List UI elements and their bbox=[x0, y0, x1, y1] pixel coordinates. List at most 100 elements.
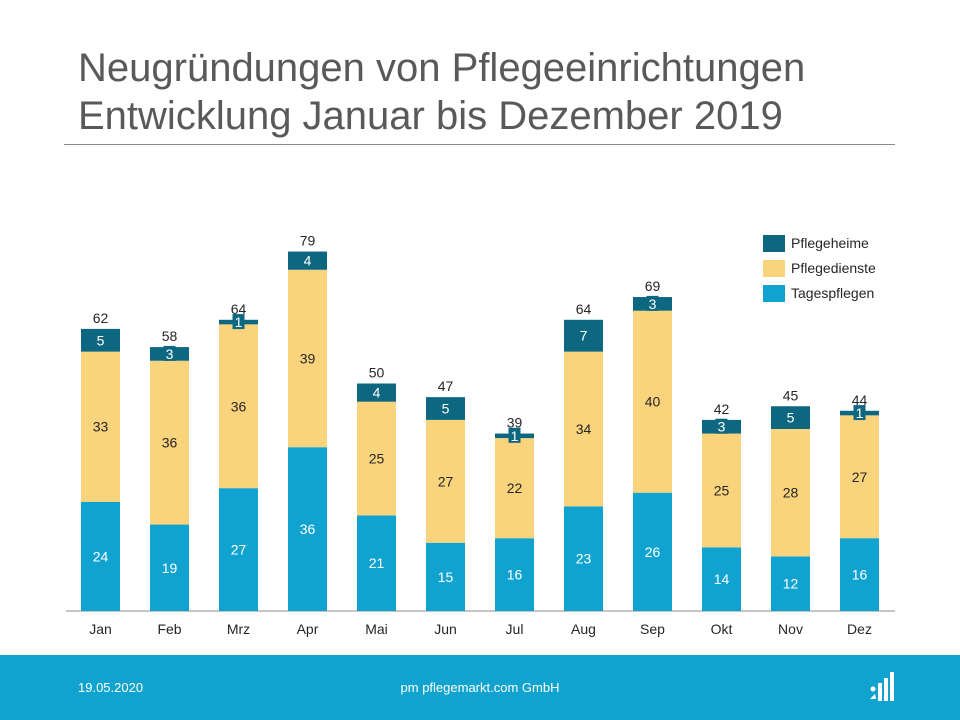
legend-label-pflegedienste: Pflegedienste bbox=[791, 260, 876, 276]
total-label-mai: 50 bbox=[369, 365, 385, 381]
stacked-bar-chart: 2433562Jan1936358Feb2736164Mrz3639479Apr… bbox=[66, 233, 895, 637]
bar-segment-pflegedienste-nov bbox=[771, 429, 810, 557]
total-label-nov: 45 bbox=[783, 387, 799, 403]
x-tick-label-nov: Nov bbox=[778, 621, 803, 637]
data-label-pflegedienste-jun: 27 bbox=[438, 473, 454, 489]
bar-segment-tagespflegen-nov bbox=[771, 556, 810, 611]
legend-swatch-pflegeheime bbox=[763, 235, 785, 252]
chart-title: Neugründungen von Pflegeeinrichtungen En… bbox=[78, 44, 805, 140]
total-label-sep: 69 bbox=[645, 278, 661, 294]
x-tick-label-apr: Apr bbox=[297, 621, 319, 637]
bar-segment-tagespflegen-mai bbox=[357, 515, 396, 611]
data-label-pflegedienste-jan: 33 bbox=[93, 419, 109, 435]
x-tick-label-jun: Jun bbox=[434, 621, 457, 637]
bar-segment-tagespflegen-okt bbox=[702, 547, 741, 611]
data-label-pflegedienste-mai: 25 bbox=[369, 451, 385, 467]
bar-segment-pflegedienste-mai bbox=[357, 401, 396, 516]
bar-segment-pflegedienste-apr bbox=[288, 269, 327, 448]
bar-segment-pflegeheime-apr bbox=[288, 251, 327, 270]
data-label-pflegeheime-jul: 1 bbox=[511, 428, 519, 444]
bar-segment-pflegeheime-aug bbox=[564, 319, 603, 352]
data-label-tagespflegen-jul: 16 bbox=[507, 567, 523, 583]
bar-segment-pflegedienste-feb bbox=[150, 360, 189, 525]
data-label-pflegeheime-mai: 4 bbox=[373, 385, 381, 401]
legend-label-tagespflegen: Tagespflegen bbox=[791, 285, 874, 301]
x-tick-label-sep: Sep bbox=[640, 621, 665, 637]
bar-segment-tagespflegen-apr bbox=[288, 447, 327, 611]
total-label-apr: 79 bbox=[300, 233, 316, 249]
title-line-2: Entwicklung Januar bis Dezember 2019 bbox=[78, 94, 783, 138]
total-label-jan: 62 bbox=[93, 310, 109, 326]
data-label-tagespflegen-okt: 14 bbox=[714, 571, 730, 587]
footer-bar: 19.05.2020 pm pflegemarkt.com GmbH bbox=[0, 655, 960, 720]
legend-swatch-pflegedienste bbox=[763, 260, 785, 277]
bar-segment-pflegedienste-aug bbox=[564, 351, 603, 507]
x-tick-label-dez: Dez bbox=[847, 621, 872, 637]
data-label-tagespflegen-aug: 23 bbox=[576, 551, 592, 567]
data-label-box-feb bbox=[163, 345, 176, 361]
bar-segment-pflegedienste-jun bbox=[426, 419, 465, 543]
data-label-tagespflegen-sep: 26 bbox=[645, 544, 661, 560]
data-label-tagespflegen-nov: 12 bbox=[783, 576, 799, 592]
legend-label-pflegeheime: Pflegeheime bbox=[791, 235, 869, 251]
total-label-okt: 42 bbox=[714, 401, 730, 417]
bar-segment-tagespflegen-jul bbox=[495, 538, 534, 611]
data-label-pflegeheime-apr: 4 bbox=[304, 253, 312, 269]
bar-segment-pflegeheime-jan bbox=[81, 328, 120, 352]
total-label-jun: 47 bbox=[438, 378, 454, 394]
data-label-pflegedienste-dez: 27 bbox=[852, 469, 868, 485]
bar-segment-pflegedienste-okt bbox=[702, 433, 741, 548]
data-label-pflegeheime-sep: 3 bbox=[649, 296, 657, 312]
bar-segment-pflegeheime-mai bbox=[357, 383, 396, 402]
bar-segment-pflegeheime-nov bbox=[771, 406, 810, 429]
title-divider bbox=[64, 144, 895, 145]
bar-segment-tagespflegen-aug bbox=[564, 506, 603, 611]
bar-segment-tagespflegen-jan bbox=[81, 501, 120, 611]
data-label-tagespflegen-mrz: 27 bbox=[231, 542, 247, 558]
data-label-pflegedienste-mrz: 36 bbox=[231, 398, 247, 414]
bar-segment-pflegedienste-jul bbox=[495, 438, 534, 539]
data-label-box-sep bbox=[646, 295, 659, 311]
data-label-tagespflegen-jan: 24 bbox=[93, 548, 109, 564]
data-label-pflegeheime-feb: 3 bbox=[166, 346, 174, 362]
data-label-pflegedienste-jul: 22 bbox=[507, 480, 523, 496]
data-label-tagespflegen-jun: 15 bbox=[438, 569, 454, 585]
x-tick-label-mai: Mai bbox=[365, 621, 388, 637]
data-label-box-mrz bbox=[232, 314, 245, 330]
x-tick-label-jan: Jan bbox=[89, 621, 112, 637]
footer-company: pm pflegemarkt.com GmbH bbox=[400, 680, 560, 695]
total-label-mrz: 64 bbox=[231, 301, 247, 317]
total-label-dez: 44 bbox=[852, 392, 868, 408]
x-tick-label-jul: Jul bbox=[506, 621, 524, 637]
data-label-pflegeheime-aug: 7 bbox=[580, 328, 588, 344]
data-label-pflegedienste-apr: 39 bbox=[300, 350, 316, 366]
x-tick-label-mrz: Mrz bbox=[227, 621, 250, 637]
data-label-pflegeheime-jun: 5 bbox=[442, 401, 450, 417]
data-label-box-dez bbox=[853, 405, 866, 421]
bar-segment-pflegedienste-mrz bbox=[219, 324, 258, 489]
pflegemarkt-logo-icon bbox=[870, 672, 894, 701]
total-label-jul: 39 bbox=[507, 415, 523, 431]
legend-swatch-tagespflegen bbox=[763, 285, 785, 302]
data-label-pflegeheime-okt: 3 bbox=[718, 419, 726, 435]
footer-date: 19.05.2020 bbox=[78, 680, 144, 695]
total-label-aug: 64 bbox=[576, 301, 592, 317]
total-label-feb: 58 bbox=[162, 328, 178, 344]
x-tick-label-aug: Aug bbox=[571, 621, 596, 637]
data-label-tagespflegen-feb: 19 bbox=[162, 560, 178, 576]
data-label-pflegeheime-dez: 1 bbox=[856, 405, 864, 421]
bar-segment-pflegedienste-sep bbox=[633, 310, 672, 493]
bar-segment-tagespflegen-mrz bbox=[219, 488, 258, 611]
data-label-pflegedienste-feb: 36 bbox=[162, 435, 178, 451]
bar-segment-tagespflegen-dez bbox=[840, 538, 879, 611]
data-label-box-jul bbox=[508, 427, 521, 443]
data-label-tagespflegen-dez: 16 bbox=[852, 567, 868, 583]
data-label-box-okt bbox=[715, 418, 728, 434]
data-label-pflegedienste-aug: 34 bbox=[576, 421, 592, 437]
x-tick-label-feb: Feb bbox=[157, 621, 181, 637]
bar-segment-pflegedienste-jan bbox=[81, 351, 120, 502]
data-label-pflegedienste-okt: 25 bbox=[714, 482, 730, 498]
bar-segment-pflegeheime-jun bbox=[426, 397, 465, 420]
bar-segment-tagespflegen-sep bbox=[633, 492, 672, 611]
data-label-pflegedienste-sep: 40 bbox=[645, 394, 661, 410]
